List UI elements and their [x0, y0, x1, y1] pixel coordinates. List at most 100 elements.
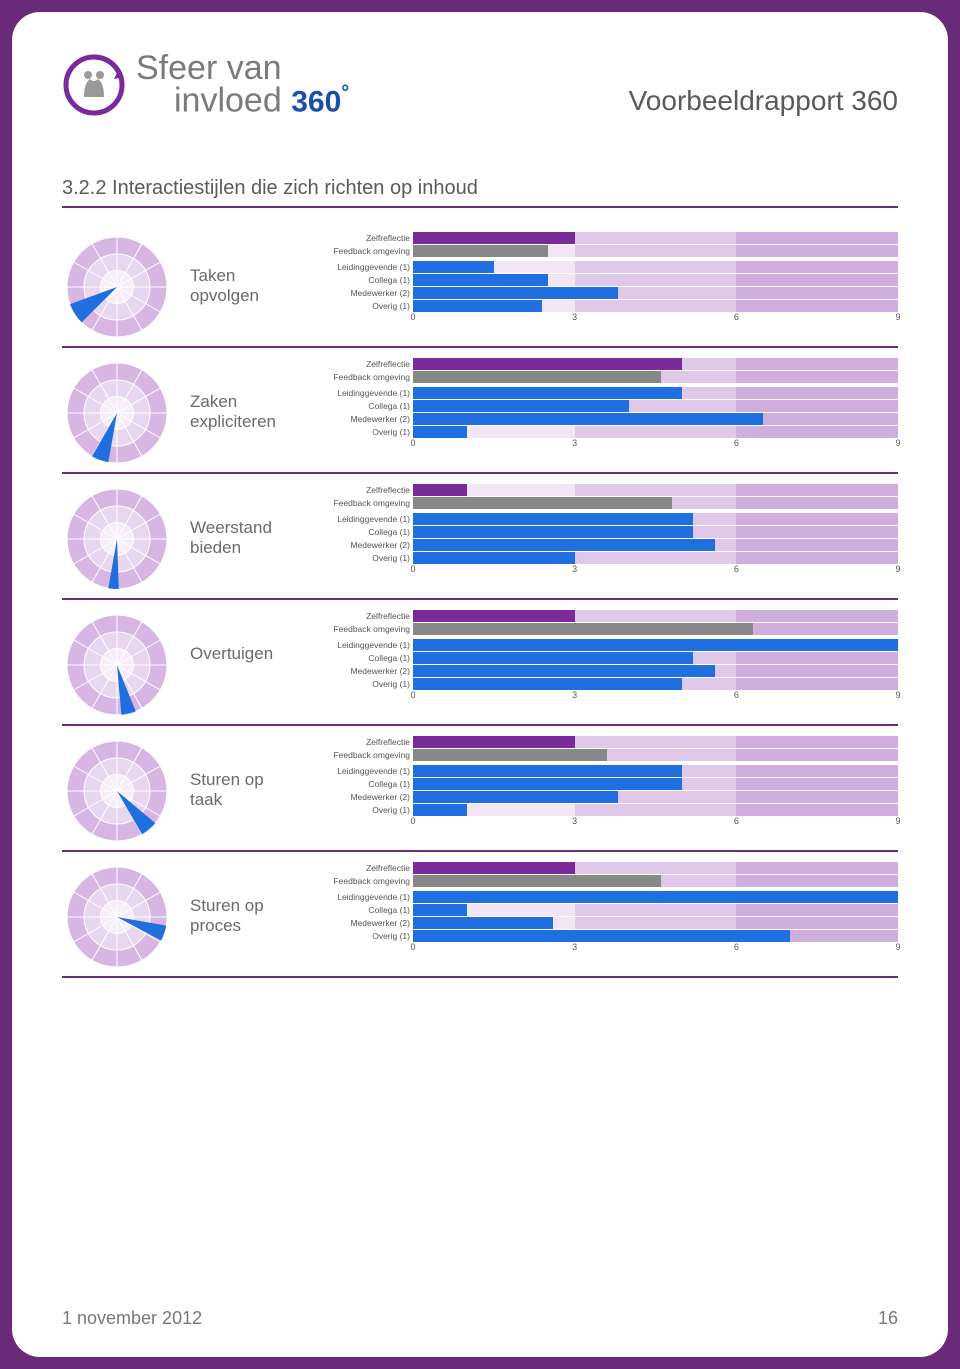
bar-line: Feedback omgeving [318, 245, 898, 257]
footer: 1 november 2012 16 [62, 1308, 898, 1329]
bar-line: Feedback omgeving [318, 749, 898, 761]
bar-track [413, 917, 898, 929]
bars: Zelfreflectie Feedback omgeving Leidingg… [318, 358, 898, 452]
bar-fill [413, 665, 715, 677]
bars: Zelfreflectie Feedback omgeving Leidingg… [318, 484, 898, 578]
bar-track [413, 274, 898, 286]
bar-label: Medewerker (2) [318, 540, 413, 550]
bar-fill [413, 904, 467, 916]
axis: 0369 [318, 312, 898, 326]
bar-label: Zelfreflectie [318, 737, 413, 747]
axis: 0369 [318, 690, 898, 704]
axis: 0369 [318, 816, 898, 830]
bar-track [413, 387, 898, 399]
bar-line: Medewerker (2) [318, 287, 898, 299]
bar-label: Overig (1) [318, 805, 413, 815]
bar-line: Zelfreflectie [318, 358, 898, 370]
bar-fill [413, 413, 763, 425]
bar-track [413, 526, 898, 538]
bar-label: Overig (1) [318, 679, 413, 689]
bar-fill [413, 623, 753, 635]
brand-degree: ° [341, 82, 349, 104]
bar-line: Overig (1) [318, 552, 898, 564]
bar-line: Feedback omgeving [318, 623, 898, 635]
bar-label: Overig (1) [318, 427, 413, 437]
bar-line: Zelfreflectie [318, 610, 898, 622]
bar-label: Leidinggevende (1) [318, 388, 413, 398]
brand-line1: Sfeer van [136, 52, 349, 84]
bar-track [413, 765, 898, 777]
bar-line: Overig (1) [318, 678, 898, 690]
bar-track [413, 497, 898, 509]
bar-track [413, 904, 898, 916]
bar-line: Leidinggevende (1) [318, 513, 898, 525]
bar-track [413, 261, 898, 273]
bar-line: Medewerker (2) [318, 791, 898, 803]
bar-fill [413, 610, 575, 622]
bar-track [413, 232, 898, 244]
bar-label: Feedback omgeving [318, 876, 413, 886]
chart-row: Sturen op proces Zelfreflectie Feedback … [62, 852, 898, 978]
bar-label: Zelfreflectie [318, 863, 413, 873]
bar-fill [413, 930, 790, 942]
bar-fill [413, 274, 548, 286]
bar-line: Zelfreflectie [318, 232, 898, 244]
bar-label: Zelfreflectie [318, 611, 413, 621]
logo-block: Sfeer van invloed 360° [62, 52, 349, 117]
bar-fill [413, 652, 693, 664]
brand-line2: invloed 360° [136, 84, 349, 117]
bar-fill [413, 862, 575, 874]
bar-line: Feedback omgeving [318, 371, 898, 383]
bar-track [413, 652, 898, 664]
bar-track [413, 552, 898, 564]
bar-track [413, 930, 898, 942]
bar-fill [413, 400, 629, 412]
report-title: Voorbeeldrapport 360 [629, 85, 898, 117]
bar-line: Leidinggevende (1) [318, 261, 898, 273]
bar-label: Feedback omgeving [318, 246, 413, 256]
bar-label: Collega (1) [318, 527, 413, 537]
axis: 0369 [318, 438, 898, 452]
chart-row: Weerstand bieden Zelfreflectie Feedback … [62, 474, 898, 600]
bar-track [413, 623, 898, 635]
bar-fill [413, 426, 467, 438]
bar-track [413, 539, 898, 551]
chart-row: Zaken expliciteren Zelfreflectie Feedbac… [62, 348, 898, 474]
bar-line: Leidinggevende (1) [318, 387, 898, 399]
bar-track [413, 287, 898, 299]
brand-360: 360 [291, 86, 341, 119]
bars: Zelfreflectie Feedback omgeving Leidingg… [318, 610, 898, 704]
bar-fill [413, 678, 682, 690]
bar-track [413, 639, 898, 651]
bar-track [413, 245, 898, 257]
radar-chart [62, 232, 172, 342]
bar-label: Zelfreflectie [318, 485, 413, 495]
bar-label: Leidinggevende (1) [318, 766, 413, 776]
bar-label: Medewerker (2) [318, 792, 413, 802]
bar-fill [413, 736, 575, 748]
bar-label: Medewerker (2) [318, 918, 413, 928]
bar-fill [413, 765, 682, 777]
bar-line: Collega (1) [318, 526, 898, 538]
bar-fill [413, 513, 693, 525]
chart-row: Taken opvolgen Zelfreflectie Feedback om… [62, 222, 898, 348]
radar-chart [62, 862, 172, 972]
bar-fill [413, 791, 618, 803]
bar-label: Feedback omgeving [318, 372, 413, 382]
radar-chart [62, 736, 172, 846]
brand-word2: invloed [174, 82, 282, 120]
bar-track [413, 484, 898, 496]
bar-track [413, 358, 898, 370]
bar-label: Collega (1) [318, 275, 413, 285]
page: Sfeer van invloed 360° Voorbeeldrapport … [12, 12, 948, 1357]
bar-fill [413, 484, 467, 496]
bar-fill [413, 387, 682, 399]
section-heading: 3.2.2 Interactiestijlen die zich richten… [62, 177, 898, 208]
bar-label: Zelfreflectie [318, 233, 413, 243]
bar-line: Collega (1) [318, 904, 898, 916]
footer-date: 1 november 2012 [62, 1308, 202, 1329]
bar-line: Leidinggevende (1) [318, 765, 898, 777]
bar-fill [413, 287, 618, 299]
bar-label: Collega (1) [318, 401, 413, 411]
bar-track [413, 513, 898, 525]
